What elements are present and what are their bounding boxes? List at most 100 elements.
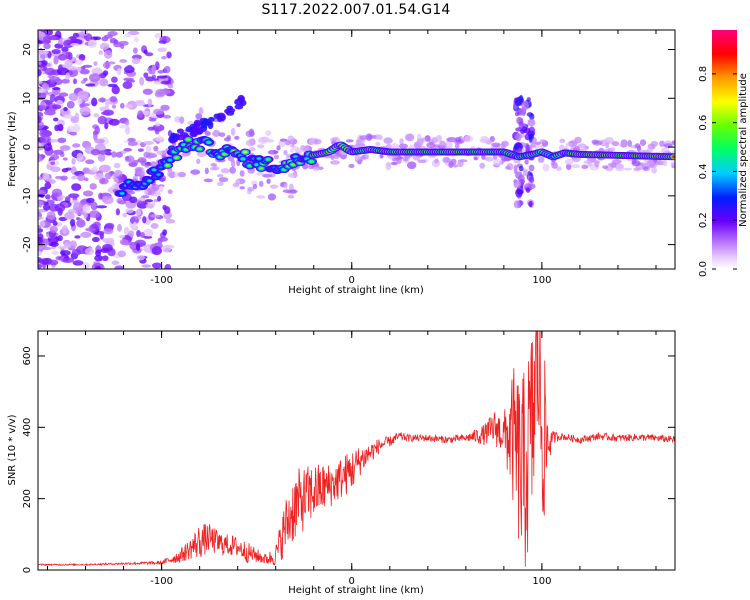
branch-blob bbox=[191, 127, 200, 136]
halo-blob bbox=[218, 176, 229, 183]
noise-blob bbox=[153, 80, 163, 85]
halo-blob bbox=[232, 182, 240, 188]
noise-blob bbox=[102, 61, 111, 69]
halo-blob bbox=[248, 128, 255, 137]
noise-blob bbox=[66, 100, 75, 109]
noise-blob bbox=[91, 97, 98, 107]
colorbar-tick-label: 0.0 bbox=[698, 261, 709, 277]
noise-blob bbox=[38, 142, 42, 147]
halo-blob bbox=[491, 142, 501, 148]
noise-blob bbox=[145, 76, 156, 82]
noise-blob bbox=[74, 59, 84, 65]
noise-blob bbox=[162, 204, 167, 211]
noise-blob bbox=[140, 232, 145, 238]
halo-blob bbox=[190, 169, 201, 175]
halo-blob bbox=[247, 186, 255, 192]
noise-blob bbox=[45, 194, 51, 200]
noise-blob bbox=[98, 177, 109, 185]
halo-blob bbox=[539, 139, 546, 144]
noise-blob bbox=[93, 61, 98, 66]
snr-xlabel: Height of straight line (km) bbox=[288, 585, 424, 596]
noise-blob bbox=[46, 178, 54, 182]
halo-blob bbox=[500, 142, 506, 150]
halo-blob bbox=[234, 135, 240, 140]
halo-blob bbox=[662, 159, 668, 167]
halo-blob bbox=[174, 116, 181, 123]
noise-blob bbox=[151, 262, 162, 269]
halo-blob bbox=[450, 158, 457, 165]
noise-blob bbox=[143, 141, 154, 145]
noise-blob bbox=[80, 66, 86, 70]
noise-blob bbox=[71, 158, 76, 165]
noise-blob bbox=[123, 147, 132, 152]
spike-blob bbox=[524, 159, 529, 165]
noise-blob bbox=[97, 153, 106, 162]
signal-cell bbox=[156, 173, 161, 176]
y-tick-label: -20 bbox=[22, 236, 33, 252]
colorbar-tick-label: 0.4 bbox=[698, 163, 709, 179]
halo-blob bbox=[245, 139, 255, 147]
halo-blob bbox=[330, 155, 335, 160]
noise-blob bbox=[85, 159, 95, 165]
halo-blob bbox=[134, 215, 142, 220]
noise-blob bbox=[119, 59, 128, 63]
halo-blob bbox=[646, 160, 656, 168]
halo-blob bbox=[283, 149, 288, 156]
halo-blob bbox=[446, 136, 457, 143]
noise-blob bbox=[64, 211, 75, 220]
signal-cell bbox=[186, 138, 191, 141]
noise-blob bbox=[54, 203, 66, 213]
spike-blob bbox=[515, 188, 523, 198]
halo-blob bbox=[348, 163, 355, 169]
noise-blob bbox=[126, 64, 133, 71]
noise-blob bbox=[151, 64, 157, 73]
noise-blob bbox=[70, 43, 80, 47]
halo-blob bbox=[289, 149, 294, 153]
halo-blob bbox=[187, 120, 194, 126]
noise-blob bbox=[80, 231, 92, 238]
noise-blob bbox=[97, 115, 107, 125]
spike-blob bbox=[515, 132, 522, 142]
halo-blob bbox=[239, 170, 245, 177]
halo-blob bbox=[535, 141, 542, 145]
noise-blob bbox=[72, 202, 83, 211]
halo-blob bbox=[113, 162, 121, 169]
halo-blob bbox=[276, 145, 281, 151]
signal-cell bbox=[266, 158, 270, 161]
noise-blob bbox=[40, 60, 48, 66]
spectrogram-frame bbox=[37, 29, 676, 270]
noise-blob bbox=[124, 33, 132, 38]
halo-blob bbox=[454, 143, 460, 149]
noise-blob bbox=[66, 125, 75, 132]
halo-blob bbox=[198, 107, 204, 115]
spike-blob bbox=[525, 144, 530, 154]
noise-blob bbox=[98, 97, 107, 103]
spike-blob bbox=[525, 187, 531, 193]
halo-blob bbox=[551, 162, 558, 169]
noise-blob bbox=[131, 57, 141, 65]
halo-blob bbox=[229, 166, 237, 174]
halo-blob bbox=[620, 141, 627, 148]
noise-blob bbox=[98, 50, 103, 55]
branch-blob bbox=[208, 116, 215, 122]
halo-blob bbox=[203, 178, 213, 183]
noise-blob bbox=[158, 89, 171, 95]
halo-blob bbox=[266, 178, 271, 184]
noise-blob bbox=[160, 104, 170, 111]
halo-blob bbox=[256, 172, 264, 176]
halo-blob bbox=[217, 181, 224, 187]
snr-ylabel: SNR (10 * v/v) bbox=[7, 414, 18, 485]
x-tick-label: 0 bbox=[349, 576, 355, 587]
noise-blob bbox=[38, 154, 43, 163]
noise-blob bbox=[111, 76, 118, 83]
noise-blob bbox=[153, 108, 164, 115]
noise-blob bbox=[99, 78, 109, 87]
noise-blob bbox=[104, 99, 110, 108]
branch-blob bbox=[205, 121, 214, 126]
signal-cell bbox=[672, 155, 675, 158]
noise-blob bbox=[79, 103, 90, 107]
halo-blob bbox=[611, 141, 620, 147]
halo-blob bbox=[577, 143, 587, 149]
noise-blob bbox=[62, 257, 75, 263]
noise-blob bbox=[52, 87, 61, 91]
